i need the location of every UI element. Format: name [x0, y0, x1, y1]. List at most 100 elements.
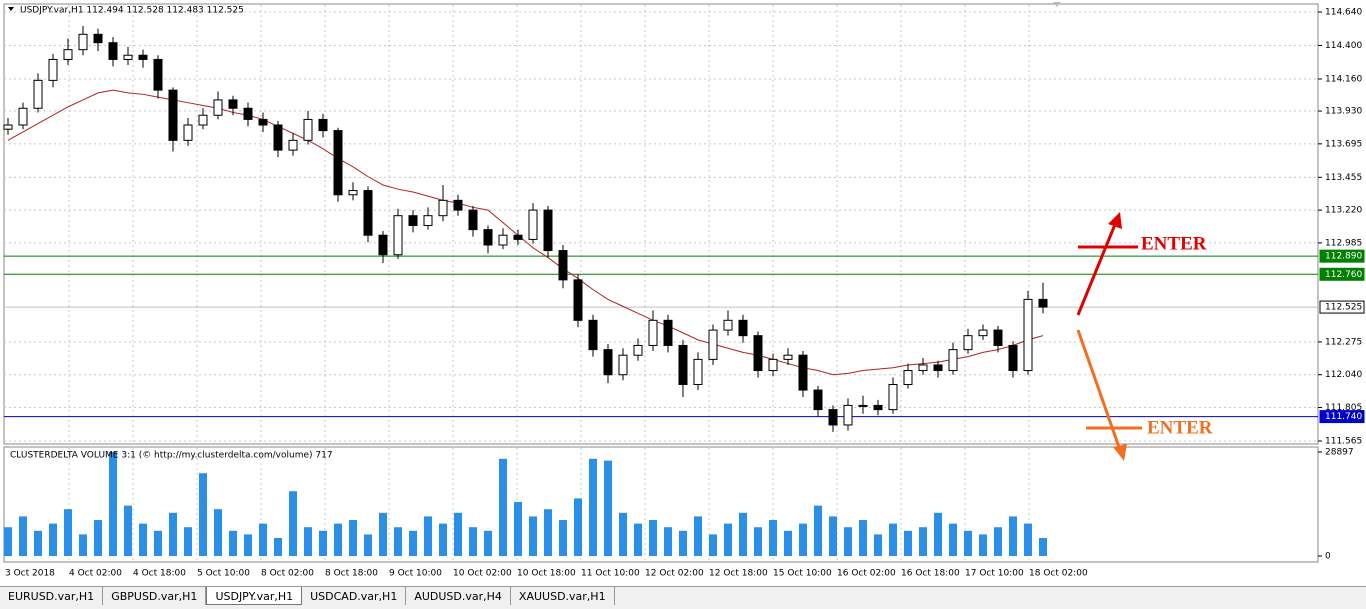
volume-bar [709, 534, 717, 556]
candle-body [978, 329, 988, 337]
volume-bar [4, 527, 12, 556]
candle-body [348, 190, 358, 196]
candle-body [708, 329, 718, 360]
volume-bar [904, 530, 912, 556]
volume-bar [244, 534, 252, 556]
candle-body [303, 118, 313, 141]
x-tick-label: 8 Oct 18:00 [325, 569, 378, 579]
candle-body [408, 215, 418, 226]
candle-body [468, 209, 478, 231]
volume-bar [964, 530, 972, 556]
symbol-tab[interactable]: AUDUSD.var,H4 [406, 587, 511, 605]
volume-bar [829, 516, 837, 556]
volume-bar [49, 523, 57, 556]
volume-bar [64, 509, 72, 556]
enter-label: ENTER [1147, 417, 1213, 438]
volume-title: CLUSTERDELTA VOLUME 3:1 (© http://my.clu… [10, 451, 333, 461]
x-tick-label: 17 Oct 10:00 [965, 569, 1024, 579]
arrow-up-head [1108, 212, 1122, 229]
volume-bar [649, 520, 657, 556]
volume-bar [619, 512, 627, 556]
y-tick-label: 113.930 [1325, 107, 1362, 117]
level-label: 112.890 [1325, 252, 1362, 262]
tab-bar: EURUSD.var,H1 GBPUSD.var,H1 USDJPY.var,H1 U… [0, 586, 1366, 609]
candle-body [693, 358, 703, 385]
volume-bar [799, 523, 807, 556]
candle-body [858, 404, 868, 407]
candle-body [648, 319, 658, 346]
candle-body [333, 130, 343, 196]
candle-body [633, 344, 643, 356]
volume-bar [334, 523, 342, 556]
x-tick-label: 16 Oct 02:00 [837, 569, 896, 579]
candle-body [438, 199, 448, 217]
volume-bar [544, 509, 552, 556]
candle-body [243, 107, 253, 120]
arrow-down [1076, 329, 1122, 451]
x-tick-label: 8 Oct 02:00 [261, 569, 314, 579]
y-tick-label: 111.565 [1325, 437, 1362, 447]
symbol-tab[interactable]: XAUUSD.var,H1 [511, 587, 615, 605]
volume-bar [274, 538, 282, 556]
x-tick-label: 15 Oct 10:00 [773, 569, 832, 579]
moving-average [7, 89, 1044, 376]
candle-body [903, 370, 913, 385]
volume-bar [769, 520, 777, 556]
candle-body [78, 33, 88, 51]
candle-body [918, 364, 928, 372]
candle-body [543, 209, 553, 252]
candle-body [963, 335, 973, 351]
volume-bar [199, 473, 207, 556]
enter-label: ENTER [1141, 233, 1207, 254]
x-tick-label: 3 Oct 2018 [5, 569, 55, 579]
volume-bar [784, 530, 792, 556]
y-tick-label: 0 [1325, 552, 1331, 562]
x-tick-label: 10 Oct 18:00 [517, 569, 576, 579]
symbol-tab[interactable]: GBPUSD.var,H1 [103, 587, 207, 605]
candle-body [1023, 298, 1033, 372]
candle-body [273, 124, 283, 151]
x-tick-label: 4 Oct 02:00 [69, 569, 122, 579]
candle-body [63, 49, 73, 60]
x-tick-label: 4 Oct 18:00 [133, 569, 186, 579]
volume-bar [679, 530, 687, 556]
candle-body [873, 404, 883, 411]
volume-bar [139, 523, 147, 556]
volume-bar [424, 516, 432, 556]
y-tick-label: 112.275 [1325, 337, 1362, 347]
candle-body [423, 215, 433, 226]
volume-bar [439, 523, 447, 556]
candle-body [363, 190, 373, 236]
candle-body [453, 199, 463, 211]
volume-bar [259, 523, 267, 556]
level-label: 112.525 [1325, 303, 1362, 313]
candle-body [228, 99, 238, 109]
candle-body [828, 409, 838, 426]
x-tick-label: 16 Oct 18:00 [901, 569, 960, 579]
volume-bar [559, 520, 567, 556]
level-label-box [1319, 300, 1365, 314]
volume-bar [934, 512, 942, 556]
volume-bar [169, 512, 177, 556]
symbol-tab[interactable]: USDCAD.var,H1 [302, 587, 407, 605]
candle-body [723, 319, 733, 331]
volume-bar [214, 509, 222, 556]
symbol-tab[interactable]: USDJPY.var,H1 [206, 587, 303, 605]
x-tick-label: 9 Oct 10:00 [389, 569, 442, 579]
candle-body [18, 107, 28, 126]
candle-body [663, 319, 673, 346]
candle-body [768, 358, 778, 372]
candle-body [573, 279, 583, 321]
candle-body [213, 99, 223, 116]
y-tick-label: 113.455 [1325, 173, 1362, 183]
symbol-tab[interactable]: EURUSD.var,H1 [0, 587, 104, 605]
candle-body [123, 54, 133, 60]
volume-bar [409, 530, 417, 556]
volume-bar [154, 530, 162, 556]
y-tick-label: 114.640 [1325, 8, 1362, 18]
volume-bar [994, 527, 1002, 556]
header: USDJPY.var,H1 112.494 112.528 112.483 11… [20, 6, 244, 16]
volume-bar [919, 527, 927, 556]
x-tick-label: 18 Oct 02:00 [1029, 569, 1088, 579]
candle-body [558, 250, 568, 281]
